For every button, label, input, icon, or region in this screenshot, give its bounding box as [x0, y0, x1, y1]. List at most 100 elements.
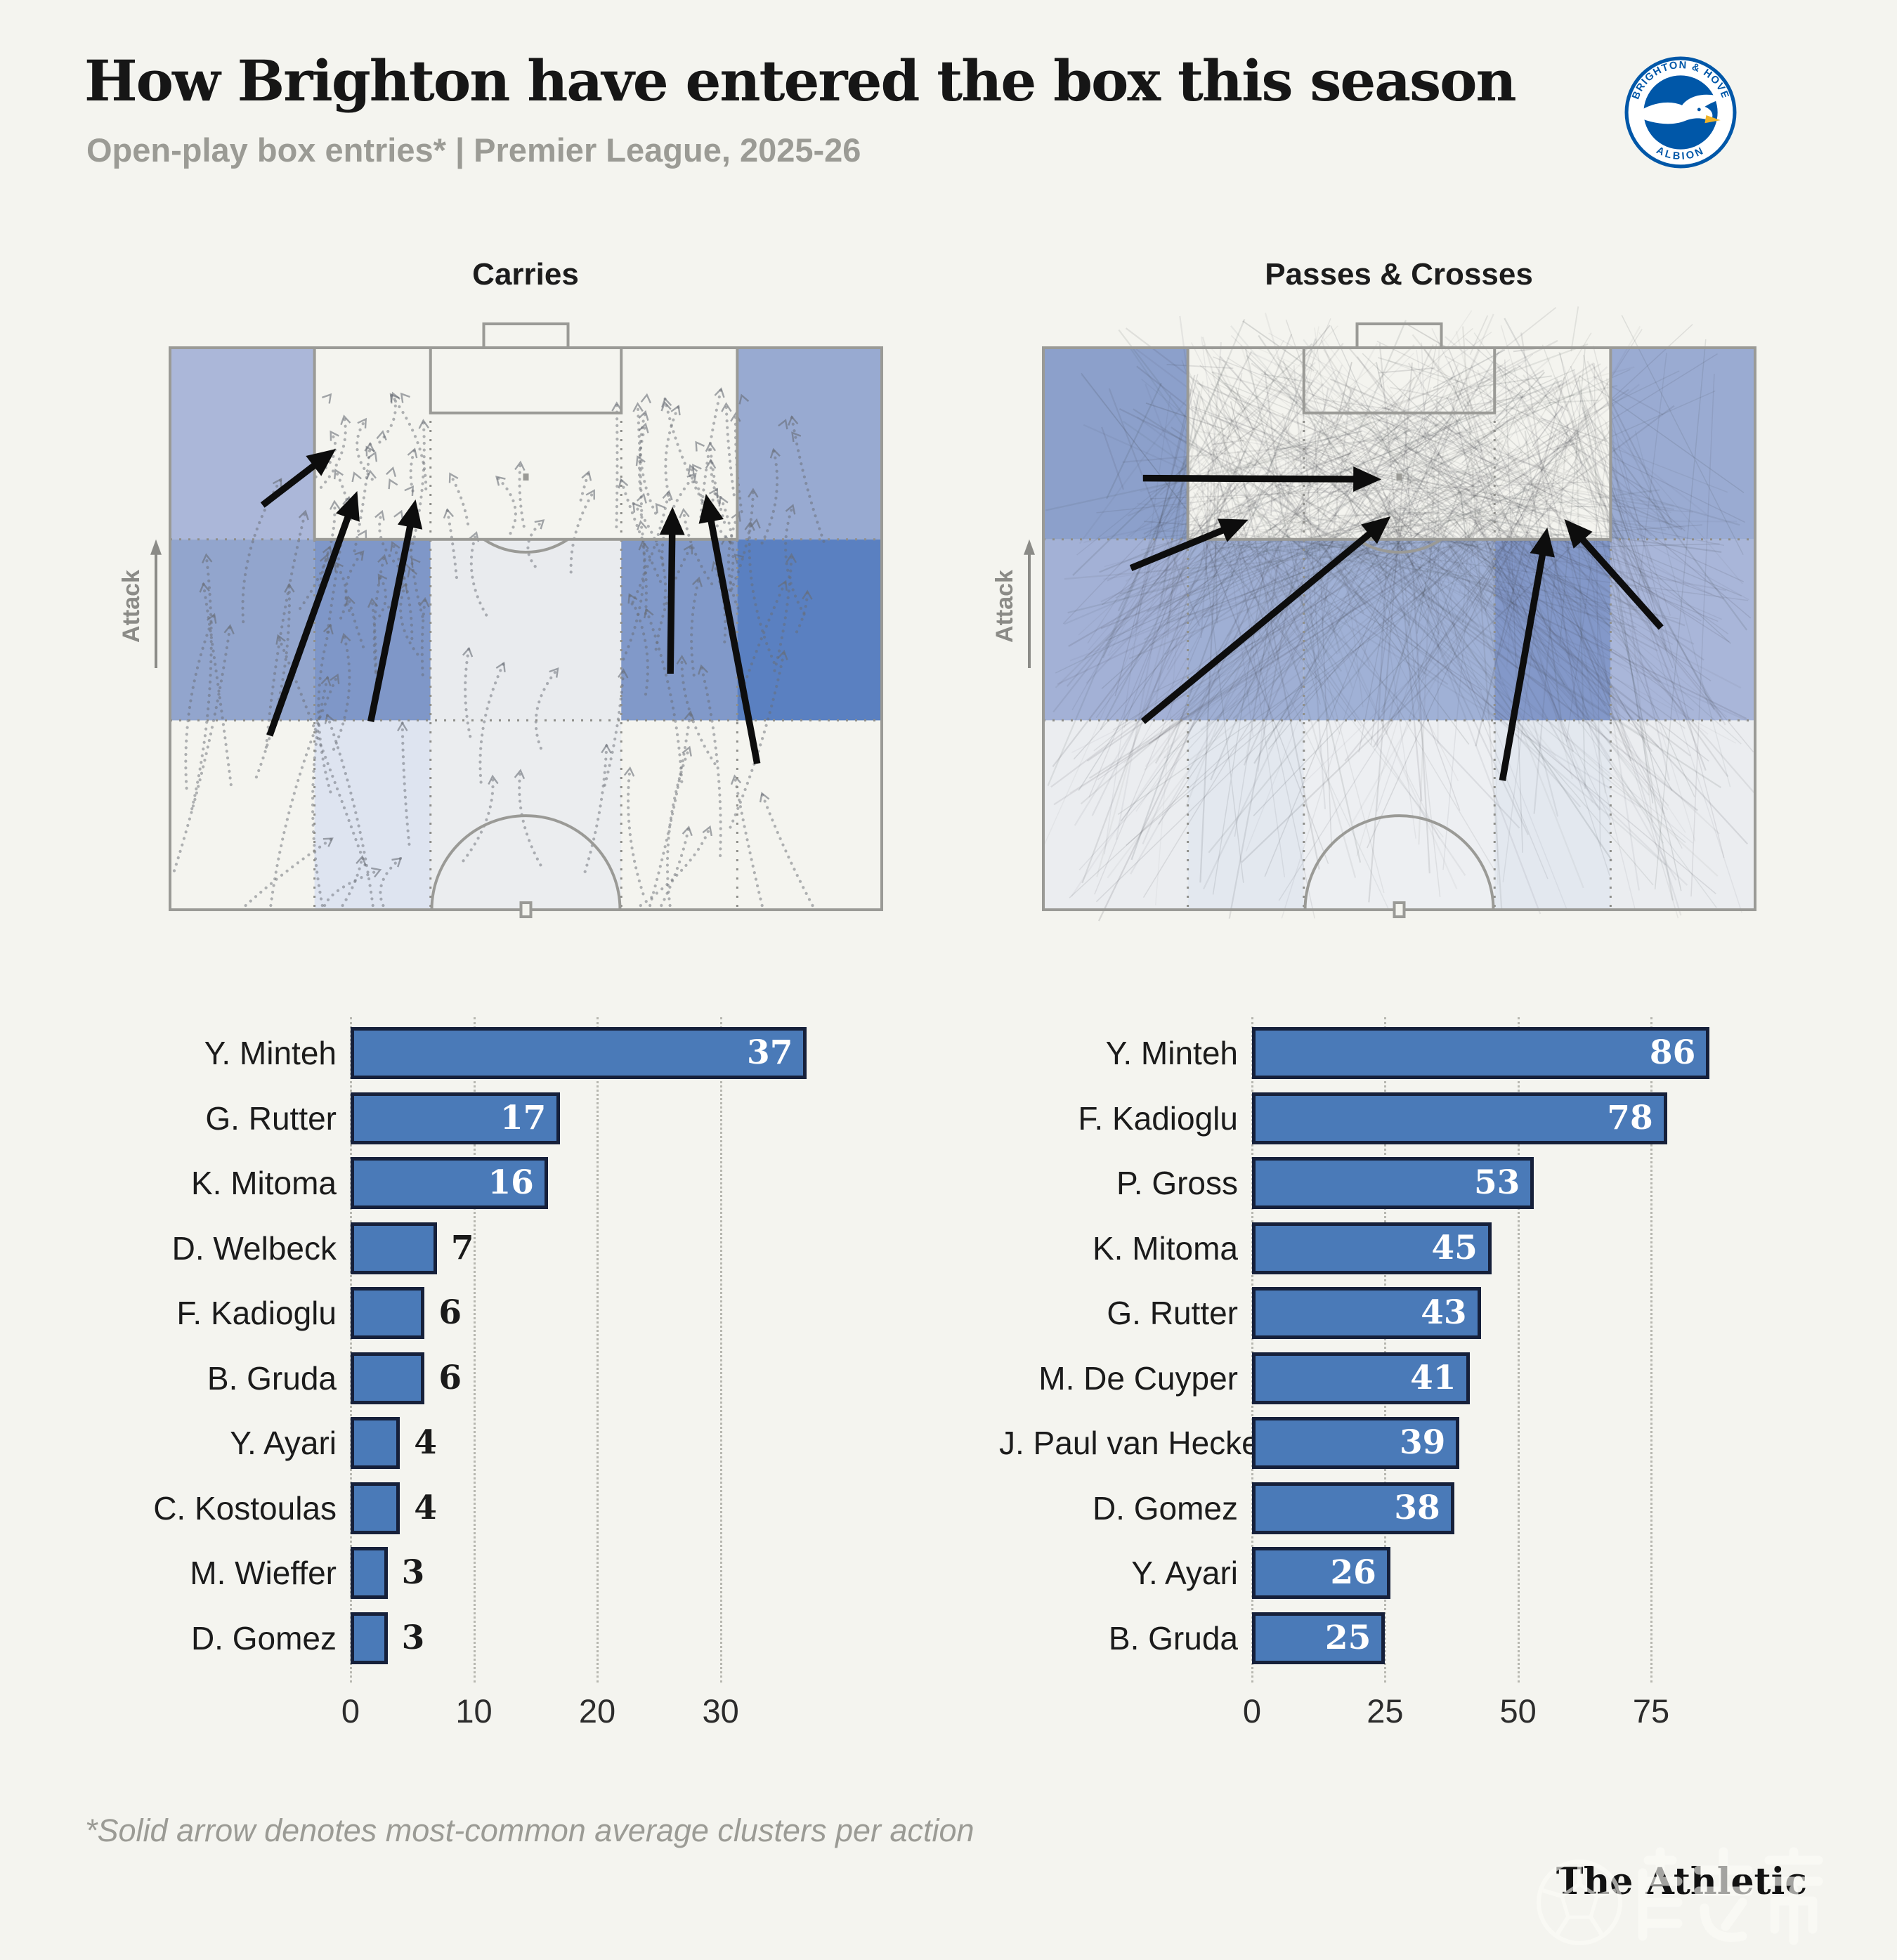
chart-gridline: [1251, 1017, 1253, 1683]
cluster-arrow-head: [306, 449, 337, 476]
pass-line-bundle: [1107, 429, 1738, 879]
carry-arrowhead: [371, 867, 382, 878]
carry-arrowhead: [730, 774, 742, 785]
carry-trail: [269, 673, 339, 908]
pass-line-bundle: [1108, 388, 1391, 746]
pass-line-bundle: [1532, 405, 1564, 447]
carry-arrowhead: [638, 410, 649, 421]
pass-line-bundle: [1314, 359, 1563, 853]
bar: [351, 1352, 425, 1404]
pass-line-bundle: [1069, 462, 1602, 794]
pass-line-bundle: [1266, 404, 1557, 757]
pass-line-bundle: [1095, 329, 1725, 919]
carry-arrowhead: [581, 470, 592, 481]
pass-line-bundle: [1078, 361, 1743, 636]
carry-arrowhead: [377, 573, 388, 584]
pass-line-bundle: [1422, 424, 1565, 686]
carry-arrowhead: [351, 471, 362, 483]
carry-trails-layer: [172, 387, 826, 908]
pass-line-bundle: [1489, 507, 1511, 553]
pass-line-bundle: [1277, 483, 1295, 488]
pass-line-bundle: [1115, 357, 1631, 625]
carry-arrowhead: [390, 541, 400, 552]
pass-line-bundle: [1045, 371, 1618, 789]
carry-trail: [346, 595, 365, 648]
pass-line-bundle: [1211, 384, 1686, 729]
pass-line-bundle: [1376, 362, 1383, 388]
carry-arrowhead: [284, 582, 295, 593]
carry-arrowhead: [448, 472, 459, 483]
pass-line-bundle: [1091, 349, 1670, 889]
carry-arrowhead: [778, 419, 788, 430]
carry-arrowhead: [407, 447, 418, 459]
carry-arrowhead: [714, 387, 725, 398]
bar: [1252, 1352, 1471, 1404]
pass-line-bundle: [1080, 372, 1504, 805]
heat-zone: [1187, 720, 1304, 910]
carry-arrowhead: [802, 589, 813, 600]
pass-line-bundle: [1130, 338, 1317, 861]
pass-line-bundle: [1161, 422, 1716, 894]
carry-trail: [579, 470, 591, 502]
bar-value-label: 37: [747, 1033, 793, 1072]
bar-category-label: M. De Cuyper: [1038, 1359, 1238, 1397]
pass-line-bundle: [1456, 405, 1674, 563]
pass-line-bundle: [1205, 466, 1210, 577]
carry-arrowhead: [202, 553, 213, 563]
x-axis-tick-label: 0: [341, 1692, 360, 1730]
pass-line-bundle: [1280, 447, 1365, 482]
carry-trail: [641, 540, 648, 615]
bar-value-label: 4: [414, 1488, 437, 1527]
pass-line-bundle: [1190, 319, 1754, 811]
bar-value-label: 16: [488, 1163, 534, 1202]
bar-value-label: 38: [1394, 1488, 1440, 1527]
attack-direction-indicator: Attack: [121, 539, 162, 668]
carry-trail: [690, 576, 700, 677]
cluster-arrow-head: [1353, 466, 1382, 492]
bar: [1252, 1612, 1386, 1664]
carry-arrowhead: [367, 451, 378, 462]
carry-arrowhead: [344, 595, 356, 606]
carry-trail: [319, 414, 347, 489]
bar-category-label: G. Rutter: [205, 1099, 337, 1137]
pass-line-bundle: [1144, 358, 1534, 889]
bar-category-label: D. Gomez: [1092, 1489, 1238, 1527]
carry-arrowhead: [682, 745, 692, 757]
chart-gridline: [597, 1017, 599, 1683]
pass-line-bundle: [1078, 485, 1654, 804]
carry-arrowhead: [632, 402, 644, 412]
x-axis-tick-label: 30: [702, 1692, 739, 1730]
pass-line-bundle: [1103, 414, 1652, 580]
carry-arrowhead: [777, 580, 788, 591]
carry-arrowhead: [640, 393, 652, 404]
pass-line-bundle: [1122, 420, 1412, 624]
x-axis-tick-label: 20: [578, 1692, 616, 1730]
bar-category-label: Y. Ayari: [1131, 1555, 1238, 1591]
bar-value-label: 4: [414, 1423, 437, 1462]
carry-trail: [644, 608, 684, 783]
carry-arrowhead: [340, 414, 351, 426]
carry-arrowhead: [407, 566, 418, 578]
carry-trail: [708, 442, 726, 524]
carry-trail: [172, 624, 232, 873]
pass-line-bundle: [1605, 378, 1653, 823]
bar-value-label: 6: [438, 1358, 462, 1397]
carry-trail: [660, 825, 691, 908]
carry-arrowhead: [272, 478, 282, 489]
centre-mark: [519, 901, 533, 918]
carry-arrowhead: [769, 447, 781, 459]
attack-direction-indicator: Attack: [994, 539, 1035, 668]
bar-category-label: B. Gruda: [207, 1359, 337, 1397]
pass-line-bundle: [1296, 369, 1576, 494]
carry-arrowhead: [644, 608, 654, 619]
pass-line-bundle: [1257, 533, 1562, 553]
carry-trail: [317, 624, 332, 794]
chart-gridline: [1650, 1017, 1652, 1683]
heat-zone: [1043, 348, 1188, 540]
bar-value-label: 53: [1473, 1163, 1520, 1202]
pass-line-bundle: [1315, 529, 1326, 545]
pass-line-bundle: [1069, 324, 1693, 899]
bar-value-label: 17: [500, 1098, 547, 1137]
pass-line-bundle: [1270, 478, 1413, 516]
bar-category-label: Y. Minteh: [204, 1035, 337, 1071]
